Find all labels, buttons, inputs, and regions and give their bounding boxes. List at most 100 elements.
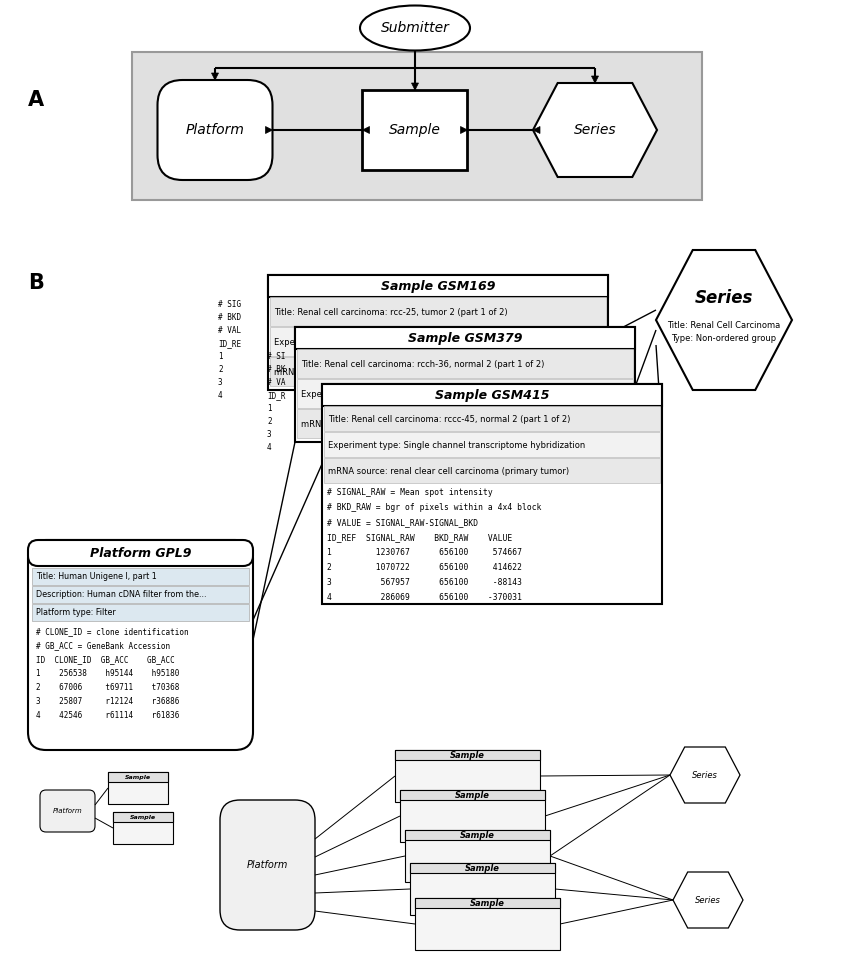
- Text: Series: Series: [695, 895, 721, 905]
- Text: 3    25807     r12124    r36886: 3 25807 r12124 r36886: [36, 697, 179, 706]
- Text: Description: Human cDNA filter from the...: Description: Human cDNA filter from the.…: [36, 590, 207, 599]
- Bar: [270, 297, 606, 326]
- Text: Platform GPL9: Platform GPL9: [90, 546, 191, 560]
- Text: 2: 2: [218, 365, 223, 374]
- Bar: [400, 790, 545, 842]
- Polygon shape: [656, 250, 792, 390]
- Bar: [324, 458, 660, 483]
- Text: Series: Series: [692, 771, 718, 780]
- Text: Sample GSM415: Sample GSM415: [434, 389, 549, 401]
- Text: 4: 4: [218, 391, 223, 400]
- Text: Sample GSM379: Sample GSM379: [408, 331, 522, 344]
- Bar: [113, 812, 173, 844]
- Text: Title: Renal cell carcinoma: rccc-45, normal 2 (part 1 of 2): Title: Renal cell carcinoma: rccc-45, no…: [328, 414, 570, 424]
- Text: # VAL: # VAL: [218, 326, 241, 335]
- FancyBboxPatch shape: [220, 800, 315, 930]
- Text: ID_R: ID_R: [267, 391, 286, 400]
- Text: Series: Series: [694, 289, 753, 307]
- Text: 1    256538    h95144    h95180: 1 256538 h95144 h95180: [36, 669, 179, 678]
- Bar: [405, 830, 550, 840]
- Text: Platform: Platform: [185, 123, 245, 137]
- Text: A: A: [28, 90, 44, 110]
- Text: # VALUE = SIGNAL_RAW-SIGNAL_BKD: # VALUE = SIGNAL_RAW-SIGNAL_BKD: [327, 518, 478, 527]
- Polygon shape: [212, 73, 218, 80]
- Text: Title: Renal cell carcinoma: rcc-25, tumor 2 (part 1 of 2): Title: Renal cell carcinoma: rcc-25, tum…: [274, 307, 507, 317]
- Text: B: B: [28, 273, 44, 293]
- Bar: [268, 275, 608, 390]
- Text: Sample: Sample: [125, 775, 151, 780]
- FancyBboxPatch shape: [40, 790, 95, 832]
- Bar: [32, 604, 249, 621]
- Bar: [410, 863, 555, 873]
- Text: 1: 1: [267, 404, 272, 413]
- Bar: [297, 349, 633, 378]
- Text: Experiment type: Single channel transcriptome hybridization: Experiment type: Single channel transcri…: [301, 390, 558, 399]
- Bar: [270, 327, 606, 356]
- Text: 4          286069      656100    -370031: 4 286069 656100 -370031: [327, 593, 522, 602]
- Bar: [415, 898, 560, 950]
- Text: # BK: # BK: [267, 365, 286, 374]
- Polygon shape: [670, 747, 740, 803]
- Text: mRNA source: renal clear cell carcinoma (primary tumor): mRNA source: renal clear cell carcinoma …: [328, 467, 570, 475]
- Polygon shape: [362, 126, 370, 133]
- Text: 4: 4: [267, 443, 272, 452]
- Text: 3: 3: [218, 378, 223, 387]
- Polygon shape: [265, 126, 273, 133]
- Bar: [400, 790, 545, 800]
- Bar: [268, 275, 608, 297]
- Text: # BKD: # BKD: [218, 313, 241, 322]
- Text: mRNA source: renal clear cell carcinoma (primary tumor): mRNA source: renal clear cell carcinoma …: [274, 367, 515, 376]
- Polygon shape: [461, 126, 468, 133]
- Text: Platform: Platform: [246, 860, 288, 870]
- Text: 1: 1: [218, 352, 223, 361]
- Text: # SIGNAL_RAW = Mean spot intensity: # SIGNAL_RAW = Mean spot intensity: [327, 488, 493, 497]
- Text: Submitter: Submitter: [381, 21, 450, 35]
- Text: 4    42546     r61114    r61836: 4 42546 r61114 r61836: [36, 711, 179, 720]
- Bar: [108, 772, 168, 782]
- Bar: [324, 406, 660, 431]
- Bar: [322, 384, 662, 406]
- Text: # VA: # VA: [267, 378, 286, 387]
- Bar: [322, 384, 662, 604]
- Text: ID_RE: ID_RE: [218, 339, 241, 348]
- FancyBboxPatch shape: [28, 540, 253, 566]
- Polygon shape: [533, 126, 540, 133]
- Text: Platform: Platform: [53, 808, 82, 814]
- Text: Type: Non-ordered group: Type: Non-ordered group: [672, 333, 777, 342]
- Text: Platform type: Filter: Platform type: Filter: [36, 608, 116, 617]
- Polygon shape: [673, 872, 743, 928]
- Text: Sample: Sample: [389, 123, 441, 137]
- Ellipse shape: [360, 6, 470, 51]
- Bar: [32, 568, 249, 585]
- Bar: [295, 327, 635, 442]
- Bar: [410, 863, 555, 915]
- Bar: [32, 586, 249, 603]
- Text: Experiment type: Single channel transcriptome hybridization: Experiment type: Single channel transcri…: [274, 337, 531, 346]
- Bar: [297, 379, 633, 408]
- Text: # CLONE_ID = clone identification: # CLONE_ID = clone identification: [36, 627, 189, 636]
- Text: Sample: Sample: [130, 815, 156, 819]
- Bar: [395, 750, 540, 802]
- Text: Experiment type: Single channel transcriptome hybridization: Experiment type: Single channel transcri…: [328, 440, 586, 449]
- Text: 3          567957      656100     -88143: 3 567957 656100 -88143: [327, 578, 522, 587]
- Text: Sample: Sample: [455, 790, 490, 800]
- Text: Sample GSM169: Sample GSM169: [381, 280, 496, 293]
- Text: Sample: Sample: [460, 830, 495, 840]
- Bar: [395, 750, 540, 760]
- Bar: [295, 327, 635, 349]
- Text: 2: 2: [267, 417, 272, 426]
- Polygon shape: [592, 76, 598, 83]
- Bar: [113, 812, 173, 822]
- Text: Title: Renal cell carcinoma: rcch-36, normal 2 (part 1 of 2): Title: Renal cell carcinoma: rcch-36, no…: [301, 360, 544, 368]
- Text: 2         1070722      656100     414622: 2 1070722 656100 414622: [327, 563, 522, 572]
- Text: Title: Renal Cell Carcinoma: Title: Renal Cell Carcinoma: [667, 321, 780, 330]
- Bar: [132, 52, 702, 200]
- Text: 1         1230767      656100     574667: 1 1230767 656100 574667: [327, 548, 522, 557]
- Text: # SI: # SI: [267, 352, 286, 361]
- Text: Series: Series: [574, 123, 616, 137]
- Text: Title: Human Unigene I, part 1: Title: Human Unigene I, part 1: [36, 572, 156, 581]
- Bar: [270, 357, 606, 386]
- Text: Sample: Sample: [470, 898, 505, 908]
- Bar: [108, 772, 168, 804]
- Text: Sample: Sample: [450, 750, 485, 759]
